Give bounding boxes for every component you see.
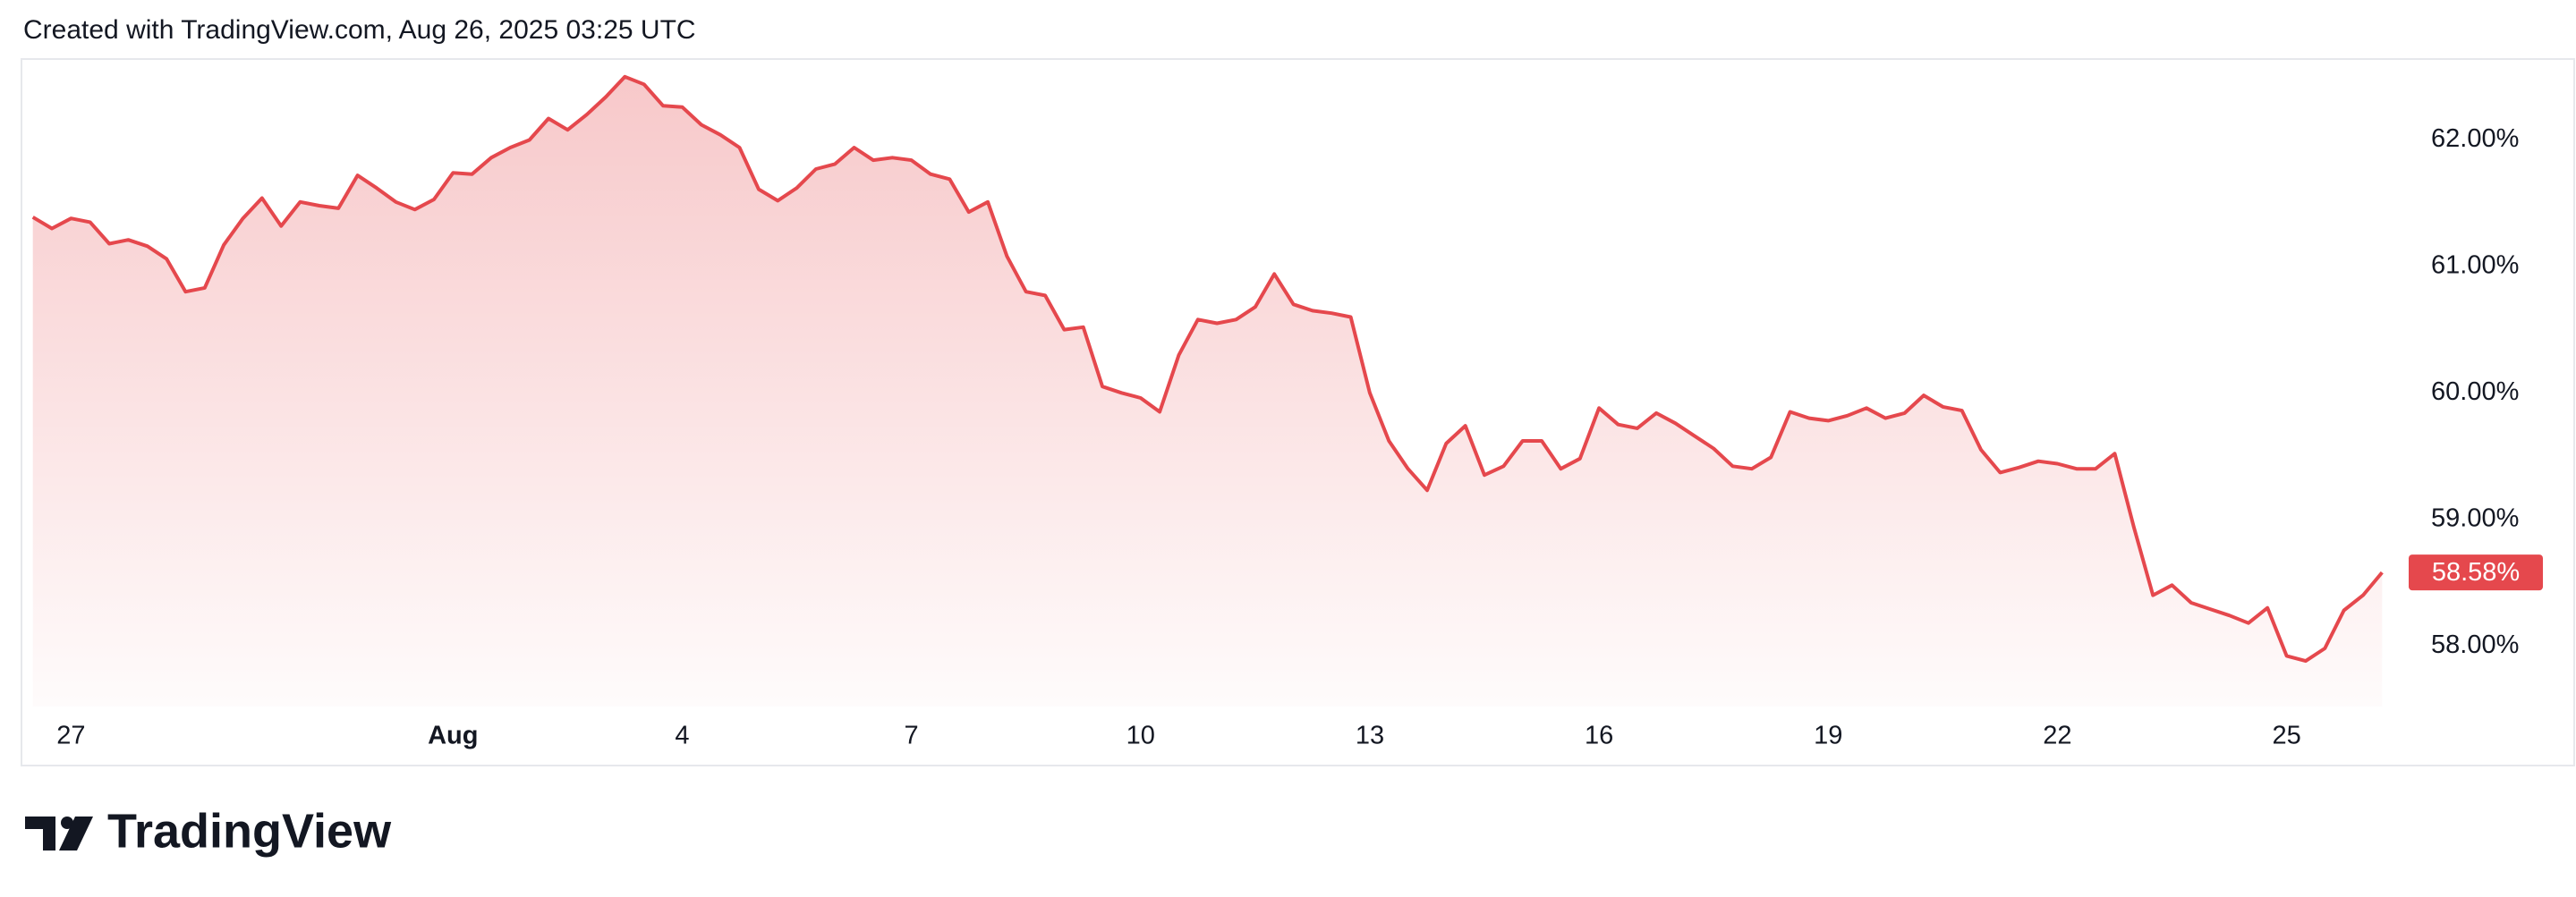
brand-name: TradingView: [107, 804, 392, 858]
x-tick-label: 4: [675, 722, 689, 750]
y-tick-label: 61.00%: [2431, 251, 2519, 280]
x-tick-label: 13: [1356, 722, 1384, 750]
last-price-badge: [2409, 554, 2543, 591]
area-fill: [32, 76, 2383, 707]
x-tick-label: 27: [56, 722, 85, 750]
plot-area: 58.00% 59.00% 60.00% 61.00% 62.00% 27 Aug 4 7 10 1…: [31, 74, 2543, 750]
x-tick-label: 10: [1126, 722, 1155, 750]
x-tick-label: 19: [1814, 722, 1842, 750]
price-line: [31, 74, 2384, 664]
brand-logo: [25, 817, 93, 850]
y-tick-label: 58.00%: [2431, 630, 2519, 659]
y-tick-label: 62.00%: [2431, 124, 2519, 153]
logo-shape: [25, 817, 55, 850]
x-tick-label: Aug: [428, 722, 478, 750]
last-price-label: 58.58%: [2432, 558, 2520, 587]
logo-shape: [59, 817, 93, 850]
x-tick-label: 7: [905, 722, 919, 750]
y-tick-label: 60.00%: [2431, 377, 2519, 406]
x-tick-label: 16: [1585, 722, 1613, 750]
x-tick-label: 25: [2272, 722, 2300, 750]
header-text: Created with TradingView.com, Aug 26, 20…: [23, 15, 696, 45]
y-tick-label: 59.00%: [2431, 504, 2519, 532]
x-tick-label: 22: [2043, 722, 2071, 750]
logo-dot: [61, 817, 73, 829]
